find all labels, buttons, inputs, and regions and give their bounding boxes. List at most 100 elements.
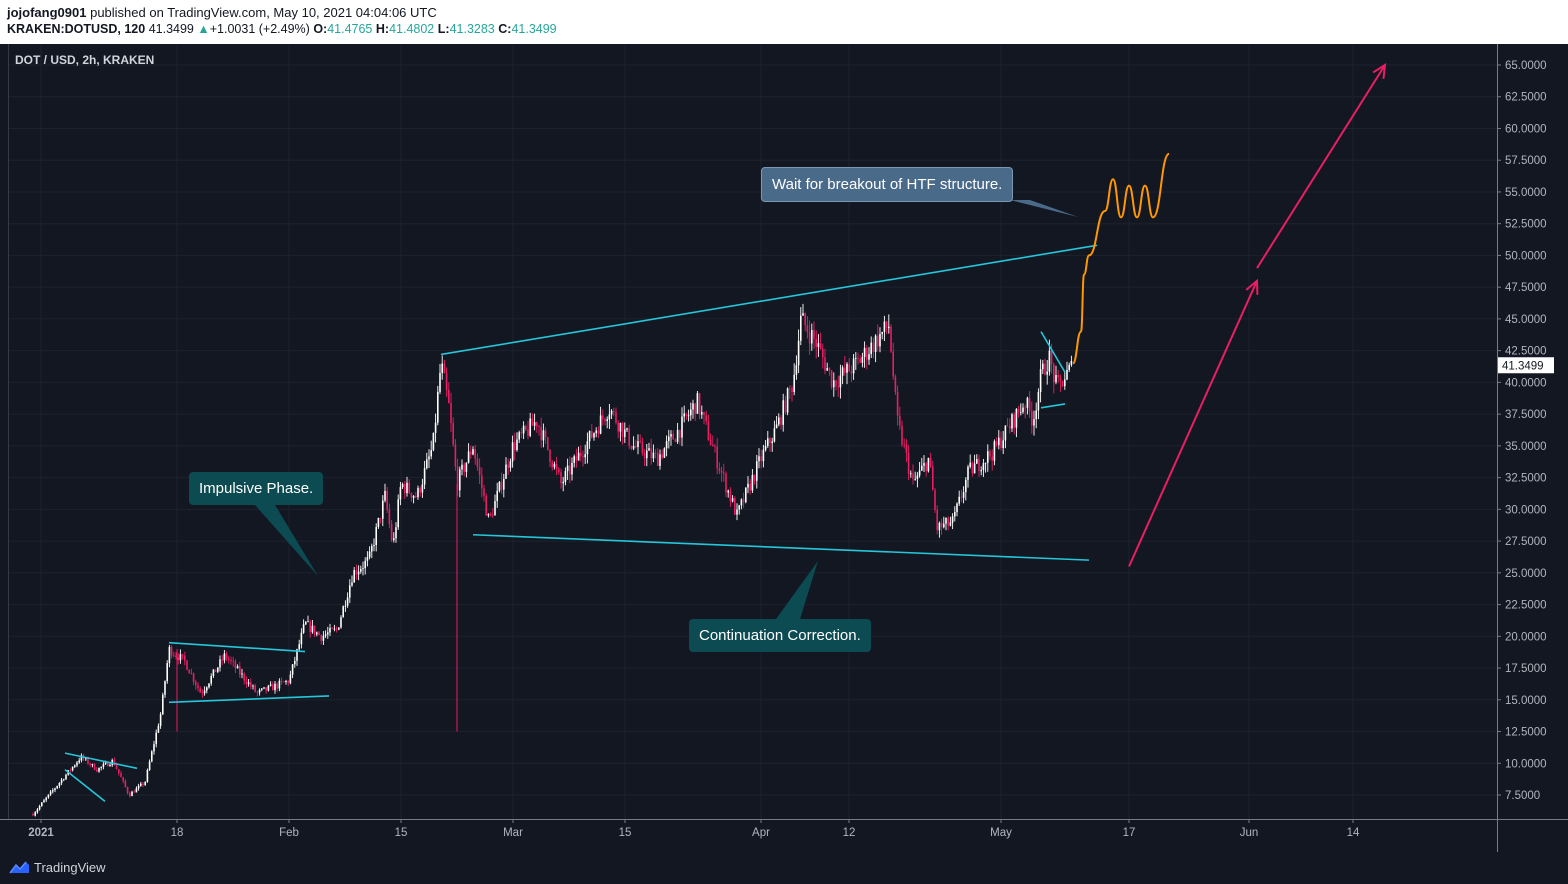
candle-body	[437, 391, 439, 423]
candle-body	[808, 332, 811, 344]
candle-body	[298, 644, 300, 650]
candle-body	[254, 685, 256, 692]
candle-body	[212, 669, 215, 676]
candle-body	[276, 683, 278, 689]
impulsive-phase-callout: Impulsive Phase.	[189, 472, 324, 505]
time-tick-label: May	[990, 827, 1012, 839]
publisher-name[interactable]: jojofang0901	[7, 5, 87, 20]
candle-body	[637, 441, 639, 448]
candle-body	[120, 773, 122, 778]
candle-body	[800, 315, 802, 341]
candle-body	[331, 627, 333, 629]
candle-body	[910, 473, 912, 475]
projection-arrow[interactable]	[1128, 280, 1258, 567]
trendline[interactable]	[168, 695, 330, 704]
candle-body	[683, 413, 685, 417]
candle-body	[285, 680, 287, 682]
candle-body	[423, 468, 426, 485]
candle-body	[833, 380, 835, 388]
candle-body	[109, 764, 111, 767]
candle-body	[751, 475, 754, 491]
price-tick-label: 7.5000	[1505, 790, 1540, 802]
candle-body	[811, 330, 813, 344]
candle-body	[47, 794, 50, 798]
candle-body	[439, 372, 441, 392]
time-axis-bg[interactable]	[0, 819, 1497, 852]
trendline[interactable]	[64, 752, 138, 770]
candle-body	[907, 452, 910, 474]
candle-body	[177, 657, 179, 661]
candle-body	[949, 522, 952, 526]
trendline[interactable]	[1040, 403, 1066, 409]
candle-body	[1015, 409, 1018, 428]
trendline[interactable]	[440, 244, 1098, 356]
low-label: L:	[437, 22, 450, 36]
candle-body	[665, 441, 668, 449]
candle-body	[509, 461, 512, 468]
candle-body	[32, 814, 34, 816]
candle-body	[261, 688, 263, 690]
candle-body	[943, 523, 945, 528]
projection-arrow[interactable]	[1256, 64, 1386, 269]
candle-body	[247, 682, 250, 685]
candle-body	[945, 518, 947, 524]
candle-body	[591, 431, 593, 438]
candle-body	[602, 415, 604, 419]
candle-body	[784, 400, 787, 413]
candle-body	[349, 585, 351, 598]
tradingview-logo[interactable]: TradingView	[8, 859, 106, 875]
trendline[interactable]	[472, 533, 1090, 561]
candle-body	[549, 449, 551, 463]
candle-body	[80, 755, 83, 761]
candle-body	[852, 358, 855, 374]
price-tick-label: 52.5000	[1505, 219, 1547, 231]
price-projection-path[interactable]	[1072, 152, 1170, 365]
close-label: C:	[498, 22, 512, 36]
candle-body	[729, 490, 732, 502]
candle-body	[390, 524, 393, 541]
callout-pointer	[776, 561, 818, 619]
trendline[interactable]	[1040, 331, 1066, 373]
candle-body	[371, 546, 373, 552]
candle-body	[406, 482, 408, 494]
candle-body	[496, 490, 498, 502]
candle-body	[450, 402, 452, 424]
candle-body	[412, 495, 415, 498]
candle-body	[221, 659, 223, 661]
price-chart[interactable]: 7.5000 10.0000 12.5000 15.0000 17.5000 20.000…	[0, 44, 1568, 852]
trendline[interactable]	[168, 641, 306, 653]
candle-body	[738, 505, 740, 510]
candle-body	[789, 388, 791, 390]
candle-body	[544, 430, 547, 438]
candle-body	[767, 438, 769, 446]
candle-body	[905, 444, 908, 453]
price-tick-label: 17.5000	[1505, 663, 1547, 675]
candle-body	[740, 499, 743, 506]
open-value: 41.4765	[327, 22, 373, 36]
chart-panel[interactable]: 7.5000 10.0000 12.5000 15.0000 17.5000 20.000…	[0, 44, 1568, 852]
trendline[interactable]	[64, 768, 106, 802]
candle-body	[538, 426, 540, 427]
candle-body	[674, 439, 677, 442]
candle-body	[593, 433, 595, 438]
candle-body	[619, 422, 622, 432]
price-axis-bg[interactable]	[1497, 44, 1568, 852]
candle-body	[245, 680, 248, 685]
candle-body	[529, 418, 531, 436]
candle-body	[918, 470, 921, 476]
candle-body	[536, 422, 538, 427]
candle-body	[96, 769, 98, 772]
candle-body	[692, 403, 694, 410]
candle-body	[659, 454, 661, 466]
candle-body	[309, 621, 311, 633]
price-tick-label: 35.0000	[1505, 441, 1547, 453]
candle-body	[155, 732, 157, 745]
time-tick-label: 15	[395, 827, 408, 839]
candle-body	[34, 812, 36, 816]
candle-body	[1020, 412, 1022, 413]
change-arrow-icon: ▲	[197, 22, 210, 36]
candle-body	[960, 496, 963, 498]
candle-body	[540, 426, 542, 441]
candle-body	[168, 646, 171, 664]
candle-body	[927, 457, 930, 472]
